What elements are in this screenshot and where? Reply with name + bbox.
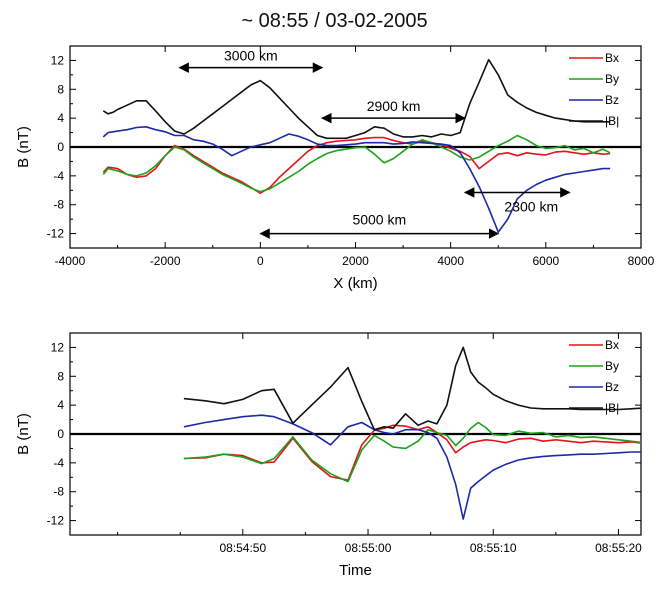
series-line-abs-babs- (183, 346, 641, 431)
y-tick-label: -4 (53, 456, 64, 470)
panel-1: -12 -8 -4 0 4 8 12 -4000 -2000 0 2000 4000 6000 8000 X… (15, 45, 655, 292)
x-tick-label: -2000 (150, 254, 181, 268)
legend-label: |B| (605, 114, 619, 128)
x-tick-label: 08:55:10 (470, 541, 517, 555)
y-tick-label: 0 (57, 140, 64, 154)
series-line-by (102, 134, 611, 193)
x-tick-label: 6000 (532, 254, 559, 268)
y-axis-label: B (nT) (15, 413, 32, 455)
y-tick-label: 8 (57, 369, 64, 383)
x-tick-label: 08:54:50 (219, 541, 266, 555)
y-tick-label: 8 (57, 82, 64, 96)
x-tick-label: 4000 (437, 254, 464, 268)
legend-label: Bz (605, 93, 619, 107)
legend-label: |B| (605, 401, 619, 415)
legend-label: By (605, 359, 619, 373)
annotation-label: 3000 km (224, 48, 278, 64)
y-tick-label: 0 (57, 427, 64, 441)
y-tick-label: 4 (57, 398, 64, 412)
y-tick-label: -8 (53, 198, 64, 212)
legend-label: By (605, 72, 619, 86)
annotation-label: 2900 km (367, 98, 421, 114)
figure-title: ~ 08:55 / 03-02-2005 (241, 10, 428, 32)
x-tick-label: 08:55:00 (345, 541, 392, 555)
y-tick-label: 12 (51, 340, 65, 354)
y-tick-label: -12 (47, 514, 65, 528)
legend-label: Bz (605, 380, 619, 394)
y-tick-label: 12 (51, 53, 65, 67)
x-tick-label: 2000 (342, 254, 369, 268)
x-tick-label: 08:55:20 (595, 541, 642, 555)
series-line-bx (183, 424, 641, 482)
legend-label: Bx (605, 338, 619, 352)
legend-label: Bx (605, 51, 619, 65)
panel-2: -12 -8 -4 0 4 8 12 08:54:50 08:55:00 08:55:10 08:5… (15, 332, 642, 579)
annotation-label: 2300 km (504, 198, 558, 214)
y-tick-label: -8 (53, 485, 64, 499)
y-tick-label: 4 (57, 111, 64, 125)
y-tick-label: -12 (47, 227, 65, 241)
y-axis-label: B (nT) (15, 126, 32, 168)
x-tick-label: -4000 (55, 254, 86, 268)
series-line-bz (183, 414, 641, 520)
y-tick-label: -4 (53, 169, 64, 183)
x-axis-label: Time (339, 562, 372, 579)
x-axis-label: X (km) (333, 275, 377, 292)
x-tick-label: 0 (257, 254, 264, 268)
series-line-by (183, 421, 641, 483)
x-tick-label: 8000 (628, 254, 655, 268)
annotation-label: 5000 km (352, 212, 406, 228)
series-line-abs-babs- (102, 58, 611, 140)
